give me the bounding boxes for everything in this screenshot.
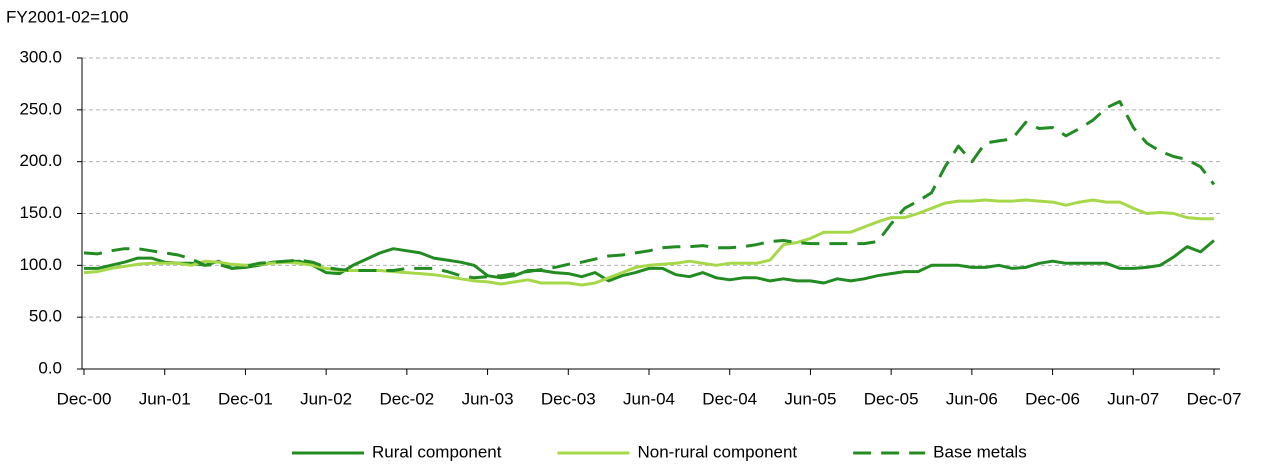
series-line — [83, 198, 1214, 287]
x-tick-label: Jun-03 — [462, 389, 514, 408]
y-tick-label: 150.0 — [19, 203, 62, 222]
x-tick-label: Jun-06 — [946, 389, 998, 408]
series-line — [83, 100, 1216, 280]
legend-label: Rural component — [372, 442, 502, 461]
x-tick-label: Dec-00 — [57, 389, 112, 408]
x-tick-label: Dec-03 — [541, 389, 596, 408]
y-tick-label: 100.0 — [19, 255, 62, 274]
x-tick-label: Dec-01 — [218, 389, 273, 408]
y-tick-label: 50.0 — [29, 307, 62, 326]
x-tick-label: Jun-02 — [300, 389, 352, 408]
legend-label: Base metals — [933, 442, 1027, 461]
y-tick-label: 0.0 — [38, 358, 62, 377]
y-tick-label: 300.0 — [19, 47, 62, 66]
x-tick-label: Jun-04 — [623, 389, 675, 408]
x-tick-label: Dec-06 — [1025, 389, 1080, 408]
y-tick-label: 200.0 — [19, 151, 62, 170]
y-axis-label: FY2001-02=100 — [6, 7, 128, 26]
series-line — [84, 239, 1215, 285]
y-tick-label: 250.0 — [19, 99, 62, 118]
x-tick-label: Jun-05 — [784, 389, 836, 408]
x-tick-label: Jun-07 — [1107, 389, 1159, 408]
x-tick-label: Dec-04 — [702, 389, 757, 408]
x-tick-label: Jun-01 — [139, 389, 191, 408]
x-tick-label: Dec-02 — [379, 389, 434, 408]
x-tick-label: Dec-05 — [864, 389, 919, 408]
legend-label: Non-rural component — [637, 442, 797, 461]
x-tick-label: Dec-07 — [1187, 389, 1242, 408]
